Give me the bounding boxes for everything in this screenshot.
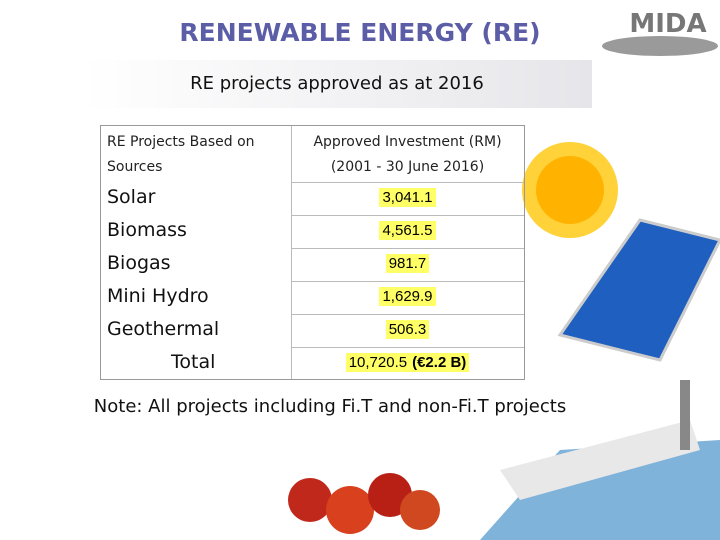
sun xyxy=(522,142,618,238)
row-divider xyxy=(291,347,524,348)
row-label: Geothermal xyxy=(107,318,220,340)
row-label: Mini Hydro xyxy=(107,285,209,307)
value: 1,629.9 xyxy=(379,287,436,306)
value: 4,561.5 xyxy=(379,221,436,240)
logo: MIDA xyxy=(629,9,706,39)
value: 506.3 xyxy=(385,320,430,339)
value-cell: 981.7 xyxy=(291,254,524,273)
total-highlight: 10,720.5 (€2.2 B) xyxy=(345,353,470,372)
row-divider xyxy=(291,248,524,249)
total-value: 10,720.5 xyxy=(348,354,408,371)
value-cell: 3,041.1 xyxy=(291,188,524,207)
value: 3,041.1 xyxy=(379,188,436,207)
row-divider xyxy=(291,215,524,216)
row-divider xyxy=(291,182,524,183)
title: RENEWABLE ENERGY (RE) xyxy=(179,18,541,47)
logo-swoosh xyxy=(602,36,718,56)
banner: RE projects approved as at 2016 xyxy=(82,60,592,108)
solar-panel xyxy=(557,218,720,362)
column-divider xyxy=(291,126,292,379)
palm-fruit xyxy=(288,473,440,534)
total-cell: 10,720.5 (€2.2 B) xyxy=(291,353,524,372)
total-label: Total xyxy=(171,351,216,373)
row-label: Solar xyxy=(107,186,156,208)
row-divider xyxy=(291,281,524,282)
dam xyxy=(480,380,720,540)
value-cell: 1,629.9 xyxy=(291,287,524,306)
row-label: Biomass xyxy=(107,219,187,241)
note: Note: All projects including Fi.T and no… xyxy=(93,396,567,417)
value-cell: 4,561.5 xyxy=(291,221,524,240)
value-cell: 506.3 xyxy=(291,320,524,339)
column-header: Approved Investment (RM) (2001 - 30 June… xyxy=(313,134,502,175)
value: 981.7 xyxy=(385,254,430,273)
column-header: RE Projects Based on Sources xyxy=(107,134,255,175)
row-label: Biogas xyxy=(107,252,171,274)
table: RE Projects Based on Sources Approved In… xyxy=(100,125,525,380)
row-divider xyxy=(291,314,524,315)
total-extra: (€2.2 B) xyxy=(412,354,467,371)
